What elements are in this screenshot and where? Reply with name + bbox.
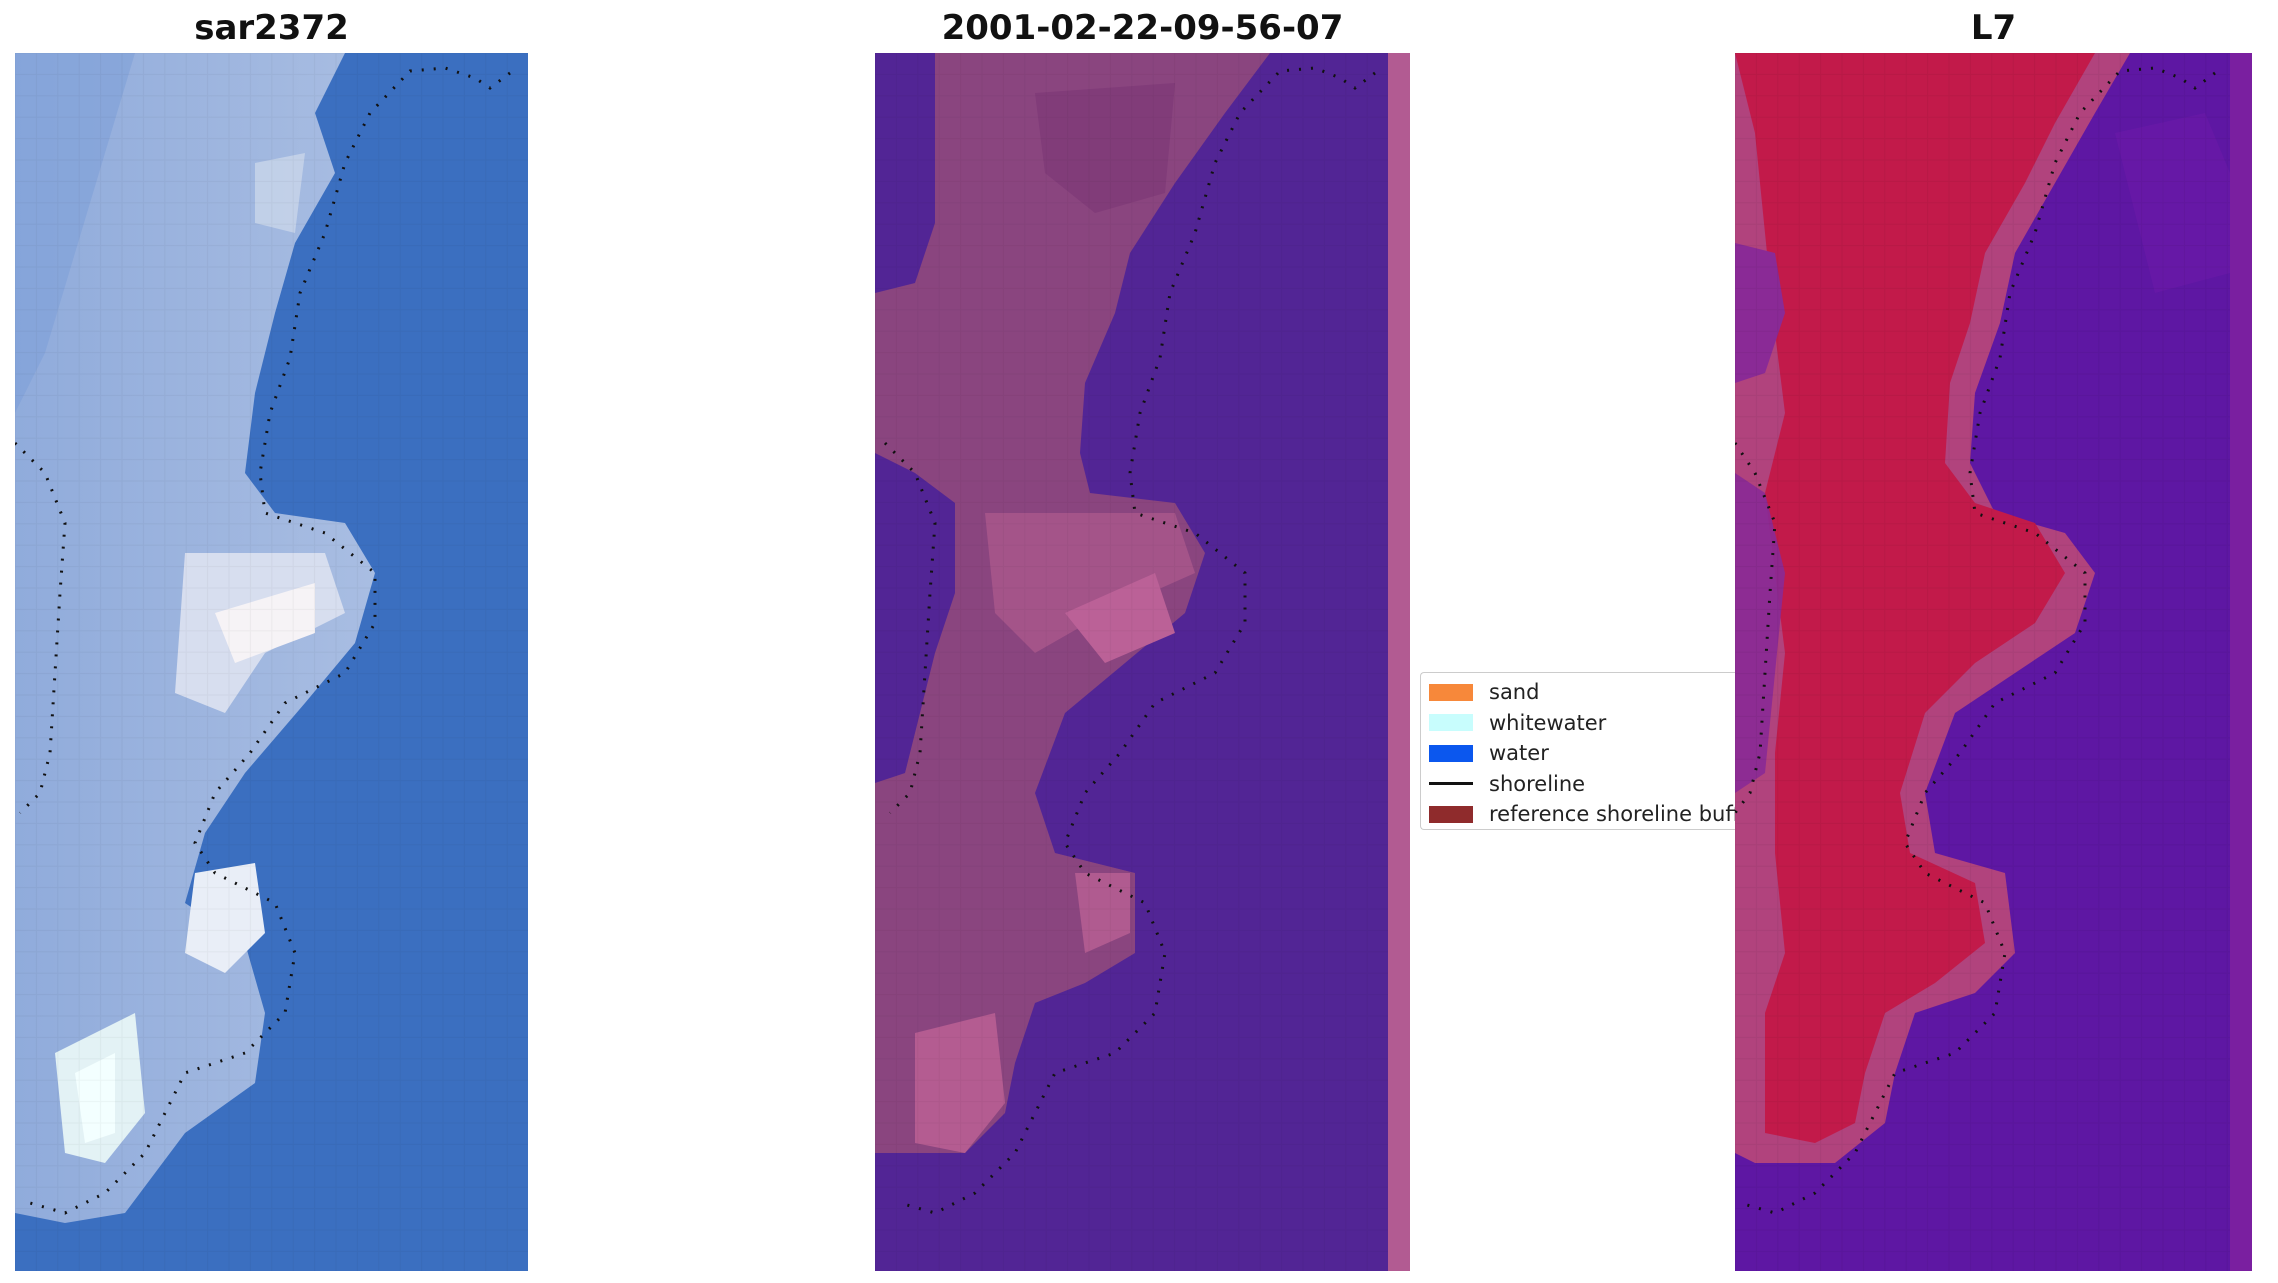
shoreline-dots bbox=[15, 66, 511, 1215]
water-swatch bbox=[1429, 744, 1473, 762]
index-image bbox=[1735, 53, 2252, 1271]
legend-item-whitewater: whitewater bbox=[1429, 708, 1738, 739]
panel-title-date: 2001-02-22-09-56-07 bbox=[941, 8, 1344, 48]
legend-label-shoreline: shoreline bbox=[1489, 771, 1586, 796]
reference-buffer-swatch bbox=[1429, 805, 1473, 823]
legend-label-water: water bbox=[1489, 741, 1549, 766]
index-image-panel bbox=[1735, 53, 2252, 1271]
legend-label-whitewater: whitewater bbox=[1489, 710, 1607, 735]
classified-image bbox=[875, 53, 1410, 1271]
shoreline-dots bbox=[883, 66, 1376, 1215]
panel-title-image: sar2372 bbox=[194, 8, 349, 48]
rgb-image bbox=[15, 53, 528, 1271]
legend-label-reference-buffer: reference shoreline buff bbox=[1489, 802, 1738, 827]
classified-image-panel bbox=[875, 53, 1410, 1271]
legend-item-sand: sand bbox=[1429, 677, 1738, 708]
shoreline-dots bbox=[1735, 66, 2216, 1215]
panel-title-satellite: L7 bbox=[1970, 8, 2017, 48]
legend: sand whitewater water shoreline referenc… bbox=[1420, 672, 1738, 830]
legend-item-reference-buffer: reference shoreline buff bbox=[1429, 799, 1738, 829]
legend-item-shoreline: shoreline bbox=[1429, 769, 1738, 800]
legend-item-water: water bbox=[1429, 738, 1738, 769]
rgb-image-panel bbox=[15, 53, 528, 1271]
shoreline-line-swatch bbox=[1429, 782, 1473, 786]
whitewater-swatch bbox=[1429, 714, 1473, 732]
sand-swatch bbox=[1429, 683, 1473, 701]
legend-label-sand: sand bbox=[1489, 680, 1540, 705]
